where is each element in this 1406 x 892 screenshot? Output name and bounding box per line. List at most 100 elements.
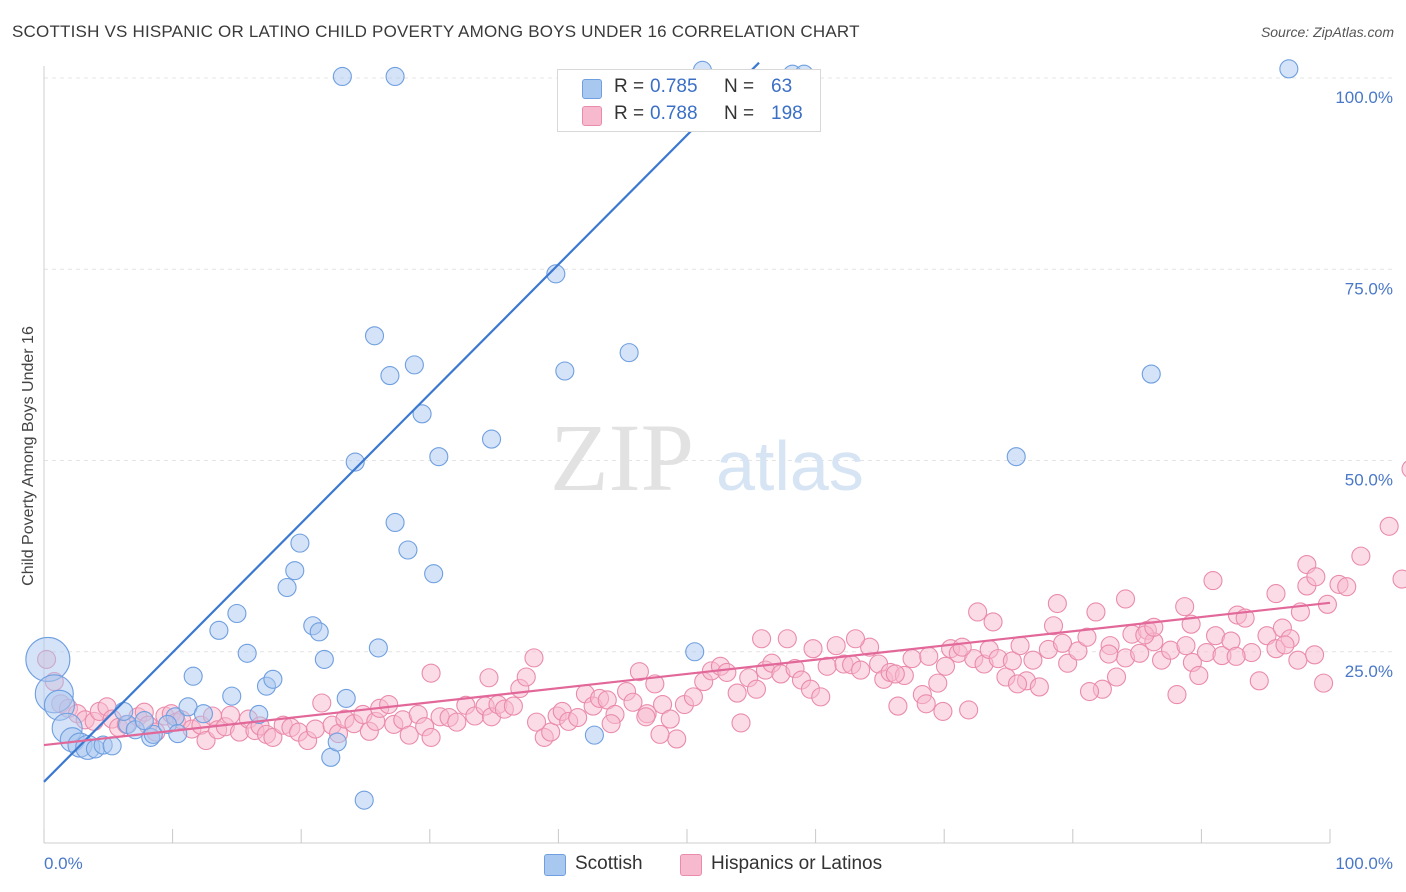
data-point bbox=[546, 264, 566, 284]
data-point bbox=[1305, 645, 1325, 665]
data-point bbox=[888, 696, 908, 716]
y-tick-label: 50.0% bbox=[1345, 471, 1393, 490]
data-point bbox=[636, 707, 656, 727]
data-point bbox=[1275, 635, 1295, 655]
data-point bbox=[623, 692, 643, 712]
data-point bbox=[134, 711, 154, 731]
data-point bbox=[1288, 650, 1308, 670]
data-point bbox=[727, 683, 747, 703]
data-point bbox=[380, 366, 400, 386]
data-point bbox=[1007, 674, 1028, 694]
regression-line-scottish bbox=[43, 61, 760, 783]
data-point bbox=[327, 732, 347, 752]
data-point bbox=[645, 674, 665, 694]
data-point bbox=[183, 666, 203, 686]
legend-n-value: 63 bbox=[771, 76, 793, 97]
data-point bbox=[1068, 641, 1088, 661]
legend-r-value: 0.785 bbox=[650, 76, 698, 97]
data-point bbox=[290, 533, 310, 553]
data-point bbox=[683, 687, 703, 707]
data-point bbox=[168, 724, 188, 744]
data-point bbox=[717, 662, 737, 682]
data-point bbox=[1351, 546, 1371, 566]
data-point bbox=[1130, 643, 1150, 663]
data-point bbox=[919, 646, 939, 666]
watermark-zip: ZIP bbox=[550, 404, 694, 511]
data-point bbox=[332, 66, 352, 87]
grid-lines bbox=[44, 77, 1394, 653]
data-point bbox=[399, 725, 419, 745]
data-point bbox=[1379, 516, 1399, 536]
data-point bbox=[1226, 646, 1246, 666]
data-point bbox=[1141, 364, 1161, 384]
data-point bbox=[237, 643, 257, 663]
data-point bbox=[1306, 567, 1326, 587]
data-point bbox=[584, 725, 604, 745]
data-point bbox=[1047, 594, 1067, 614]
data-point bbox=[933, 701, 953, 721]
data-point bbox=[285, 561, 305, 581]
data-point bbox=[312, 693, 332, 713]
data-point bbox=[952, 637, 972, 657]
data-point bbox=[1257, 626, 1277, 646]
data-point bbox=[1203, 571, 1223, 591]
data-point bbox=[277, 577, 297, 598]
data-point bbox=[1052, 633, 1073, 653]
data-point bbox=[429, 447, 449, 467]
data-point bbox=[447, 712, 467, 732]
stats-legend: R = 0.785 N = 63 R = 0.788 N = 198 bbox=[557, 69, 821, 132]
data-point bbox=[516, 667, 536, 687]
data-point bbox=[1189, 665, 1209, 686]
data-point bbox=[421, 727, 441, 747]
data-point bbox=[1077, 627, 1097, 647]
tick-labels: 25.0% 50.0% 75.0% 100.0% 0.0% 100.0% bbox=[44, 88, 1393, 873]
data-point bbox=[902, 649, 922, 669]
legend-swatch-hispanics bbox=[582, 106, 602, 126]
data-point bbox=[619, 343, 639, 363]
data-point bbox=[916, 694, 936, 714]
data-point bbox=[1106, 667, 1127, 687]
data-point bbox=[1175, 597, 1195, 617]
data-point bbox=[1337, 577, 1357, 597]
data-point bbox=[354, 790, 374, 810]
data-point bbox=[1167, 685, 1187, 705]
data-point bbox=[526, 712, 547, 732]
data-point bbox=[851, 660, 871, 680]
legend-n-label: N = bbox=[724, 103, 755, 124]
data-point bbox=[568, 707, 588, 728]
y-tick-label: 100.0% bbox=[1335, 88, 1393, 107]
data-point bbox=[385, 66, 405, 87]
data-point bbox=[379, 694, 399, 715]
legend-n-label: N = bbox=[724, 76, 755, 97]
data-point bbox=[479, 668, 499, 688]
data-point bbox=[404, 355, 424, 375]
data-point bbox=[752, 629, 772, 649]
data-point bbox=[667, 729, 687, 749]
data-point bbox=[826, 636, 846, 656]
data-point bbox=[263, 669, 283, 689]
data-point bbox=[305, 719, 325, 739]
data-point bbox=[1023, 650, 1043, 670]
data-point bbox=[777, 629, 797, 649]
data-point bbox=[601, 714, 621, 734]
data-point bbox=[222, 686, 242, 706]
data-point bbox=[650, 724, 670, 744]
data-point bbox=[114, 701, 134, 721]
x-tick-label-min: 0.0% bbox=[44, 854, 83, 873]
axes bbox=[43, 66, 1331, 844]
data-point bbox=[935, 656, 956, 676]
source-label: Source: ZipAtlas.com bbox=[1260, 24, 1394, 40]
x-tick-label-max: 100.0% bbox=[1335, 854, 1393, 873]
data-point bbox=[424, 564, 444, 584]
data-point bbox=[314, 649, 334, 669]
data-point bbox=[368, 638, 388, 658]
data-point bbox=[193, 704, 214, 724]
y-tick-label: 25.0% bbox=[1345, 662, 1393, 681]
y-axis-title: Child Poverty Among Boys Under 16 bbox=[20, 326, 37, 586]
data-point bbox=[524, 648, 544, 668]
data-point bbox=[928, 673, 948, 693]
watermark-atlas: atlas bbox=[716, 427, 864, 505]
data-point bbox=[1086, 602, 1106, 622]
data-point bbox=[481, 429, 502, 449]
